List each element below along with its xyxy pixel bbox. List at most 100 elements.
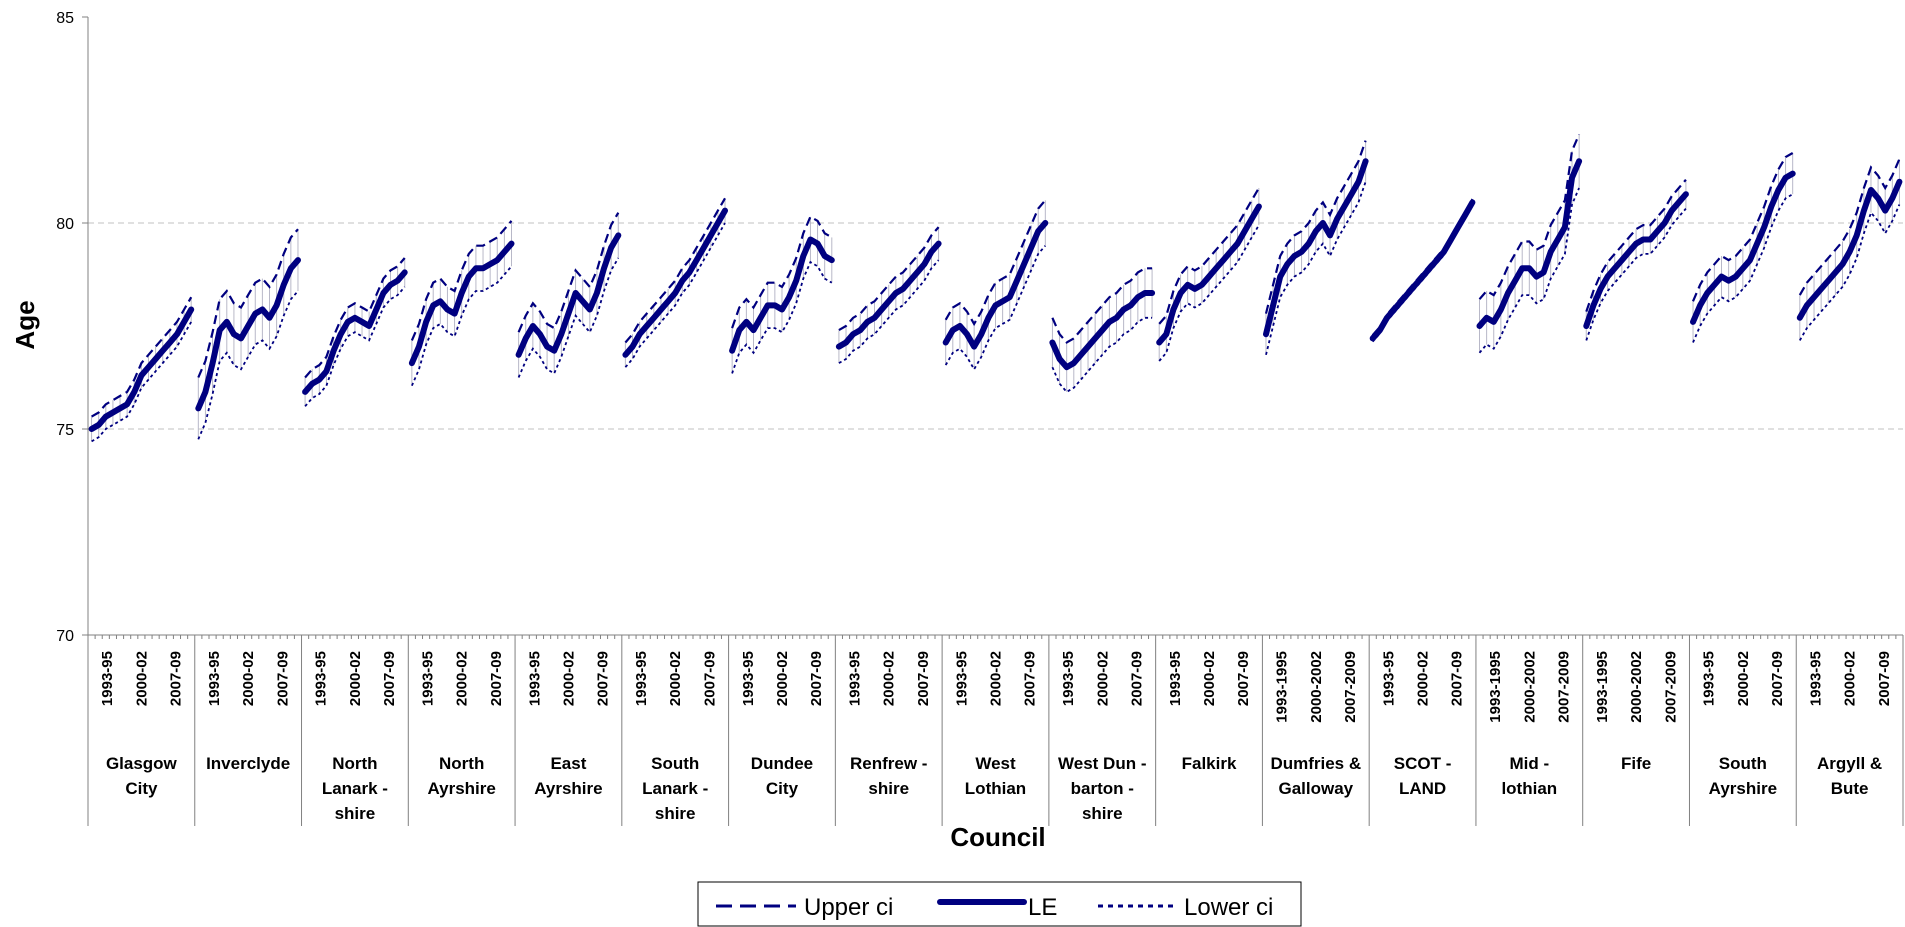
period-tick-label: 1993-95 (1380, 651, 1397, 706)
upper-ci-line (1585, 178, 1687, 312)
period-tick-label: 2000-02 (881, 651, 898, 706)
le-line (1369, 199, 1476, 342)
period-tick-label: 2000-02 (667, 651, 684, 706)
period-tick-label: 2007-09 (381, 651, 398, 706)
period-tick-label: 2007-09 (701, 651, 718, 706)
y-axis-title: Age (10, 300, 40, 349)
period-tick-label: 1993-95 (1701, 651, 1718, 706)
period-tick-label: 2000-02 (560, 651, 577, 706)
council-label: shire (655, 804, 696, 823)
period-tick-label: 2000-02 (1415, 651, 1432, 706)
council-label: LAND (1399, 779, 1446, 798)
lower-ci-line (944, 245, 1046, 372)
x-category-labels: 1993-95 2000-02 2007-09 Glasgow City 1993-95 2… (99, 651, 1893, 823)
upper-ci-line (944, 199, 1047, 327)
legend: Upper ci LE Lower ci (697, 881, 1302, 927)
period-tick-label: 2000-02 (1094, 651, 1111, 706)
period-tick-label: 1993-95 (847, 651, 864, 706)
council-label: Falkirk (1182, 754, 1237, 773)
le-line (408, 240, 515, 367)
lower-ci-line (624, 222, 726, 368)
le-line (88, 306, 195, 432)
council-label: City (766, 779, 799, 798)
council-series (88, 133, 1903, 443)
period-tick-label: 2007-2009 (1662, 651, 1679, 723)
council-label: City (125, 779, 158, 798)
le-line (729, 236, 835, 354)
council-label: Lothian (965, 779, 1026, 798)
period-tick-label: 1993-95 (633, 651, 650, 706)
period-tick-label: 2000-02 (988, 651, 1005, 706)
council-label: Dundee (751, 754, 813, 773)
period-tick-label: 2007-09 (1769, 651, 1786, 706)
period-tick-label: 1993-1995 (1274, 651, 1291, 723)
period-tick-label: 2000-2002 (1521, 651, 1538, 723)
council-label: shire (1082, 804, 1123, 823)
upper-ci-line (410, 220, 513, 341)
period-tick-label: 1993-95 (313, 651, 330, 706)
le-line (942, 220, 1049, 350)
lower-ci-line (1051, 316, 1153, 394)
council-label: North (439, 754, 484, 773)
council-label: South (1719, 754, 1767, 773)
le-line (1263, 158, 1369, 338)
period-tick-label: 1993-95 (99, 651, 116, 706)
council-label: shire (335, 804, 376, 823)
council-label: Argyll & (1817, 754, 1882, 773)
period-tick-label: 2000-02 (133, 651, 150, 706)
lower-ci-line (1158, 224, 1260, 362)
le-line (835, 240, 942, 350)
upper-ci-line (91, 296, 193, 418)
upper-ci-line (624, 197, 726, 344)
period-tick-label: 2007-09 (1235, 651, 1252, 706)
council-label: Galloway (1278, 779, 1353, 798)
y-tick-label: 85 (56, 10, 74, 27)
council-label: South (651, 754, 699, 773)
council-label: Lanark - (322, 779, 388, 798)
upper-ci-line (304, 257, 406, 379)
period-tick-label: 2000-02 (240, 651, 257, 706)
council-label: Ayrshire (534, 779, 602, 798)
upper-ci-line (1478, 133, 1581, 300)
le-line (1049, 290, 1156, 371)
legend-label-upper-ci: Upper ci (804, 894, 893, 921)
council-label: Mid - (1509, 754, 1549, 773)
upper-ci-line (197, 228, 299, 378)
council-label: Lanark - (642, 779, 708, 798)
period-tick-label: 2000-02 (1201, 651, 1218, 706)
upper-ci-line (731, 215, 833, 329)
le-line (1476, 158, 1583, 329)
period-tick-label: 2007-2009 (1556, 651, 1573, 723)
period-tick-label: 2000-02 (1735, 651, 1752, 706)
council-label: Ayrshire (1709, 779, 1777, 798)
period-tick-label: 1993-95 (526, 651, 543, 706)
upper-ci-line (838, 226, 940, 332)
legend-label-le: LE (1028, 894, 1057, 921)
lower-ci-line (838, 259, 940, 364)
y-tick-label: 75 (56, 422, 74, 439)
period-tick-label: 2007-09 (1022, 651, 1039, 706)
upper-ci-line (517, 212, 620, 333)
period-tick-label: 2000-02 (774, 651, 791, 706)
lower-ci-line (411, 265, 513, 387)
period-tick-label: 2007-09 (488, 651, 505, 706)
period-tick-label: 1993-95 (1808, 651, 1825, 706)
period-tick-label: 2007-09 (595, 651, 612, 706)
lower-ci-line (197, 290, 299, 440)
council-label: SCOT - (1394, 754, 1452, 773)
le-line (1583, 191, 1689, 329)
council-label: Bute (1831, 779, 1869, 798)
lower-ci-line (1585, 208, 1687, 341)
council-label: lothian (1501, 779, 1557, 798)
council-label: West (975, 754, 1016, 773)
lower-ci-line (1265, 181, 1367, 356)
period-tick-label: 2007-09 (168, 651, 185, 706)
axes (82, 16, 1904, 826)
period-tick-label: 2000-2002 (1308, 651, 1325, 723)
council-label: Glasgow (106, 754, 178, 773)
council-label: shire (868, 779, 909, 798)
period-tick-label: 1993-95 (740, 651, 757, 706)
period-tick-label: 2007-09 (1876, 651, 1893, 706)
lower-ci-line (91, 321, 192, 443)
